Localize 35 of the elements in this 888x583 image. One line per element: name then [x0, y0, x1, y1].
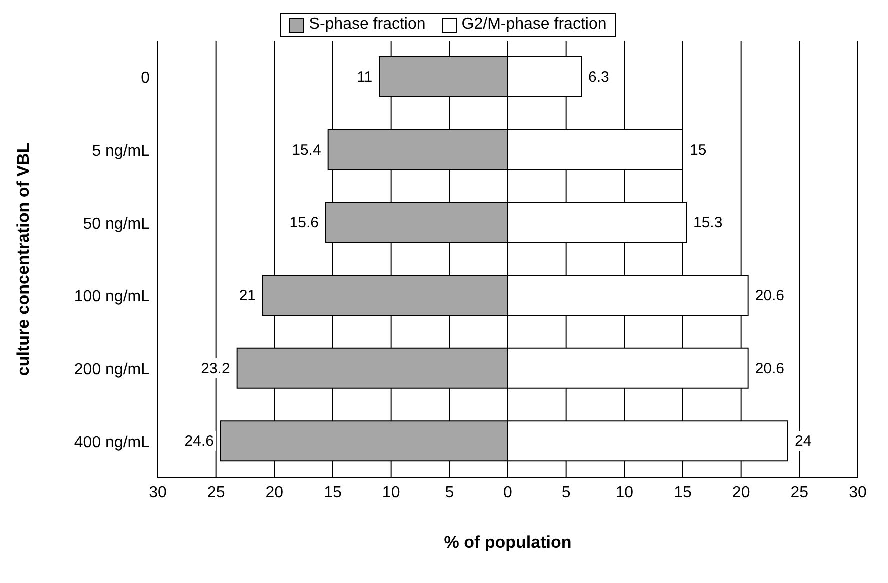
data-label: 6.3: [588, 69, 610, 86]
x-tick-label: 0: [504, 484, 513, 502]
data-label: 23.2: [201, 360, 230, 378]
y-tick-label: 0: [141, 70, 150, 88]
y-axis-title: culture concentration of VBL: [14, 142, 34, 376]
x-tick-label: 5: [445, 484, 454, 502]
data-label: 15: [690, 142, 707, 159]
legend-label: G2/M-phase fraction: [460, 16, 607, 34]
data-label: 15.4: [292, 142, 322, 159]
data-label: 24.6: [184, 433, 214, 450]
x-tick-label: 30: [849, 484, 867, 502]
legend-label: S-phase fraction: [308, 16, 426, 34]
y-tick-label: 50 ng/mL: [83, 216, 150, 233]
x-tick-label: 15: [324, 484, 342, 502]
x-tick-label: 25: [790, 484, 809, 502]
x-tick-label: 15: [674, 484, 692, 502]
data-label: 20.6: [755, 288, 785, 304]
y-tick-label: 100 ng/mL: [74, 288, 150, 306]
x-tick-label: 20: [266, 484, 284, 502]
data-label: 15.6: [290, 214, 319, 232]
x-axis-title: % of population: [444, 533, 572, 552]
x-tick-label: 10: [616, 484, 634, 502]
x-tick-label: 10: [382, 484, 400, 502]
x-tick-label: 30: [149, 484, 167, 502]
y-tick-label: 400 ng/mL: [74, 434, 150, 452]
x-tick-label: 20: [732, 484, 750, 502]
data-label: 15.3: [694, 214, 723, 232]
data-label: 20.6: [755, 360, 785, 378]
y-tick-label: 200 ng/mL: [74, 361, 150, 378]
y-tick-label: 5 ng/mL: [92, 142, 150, 160]
data-label: 11: [357, 69, 373, 86]
data-label: 21: [239, 288, 256, 304]
x-tick-label: 5: [562, 484, 571, 502]
x-tick-label: 25: [207, 484, 226, 502]
data-label: 24: [795, 433, 812, 450]
